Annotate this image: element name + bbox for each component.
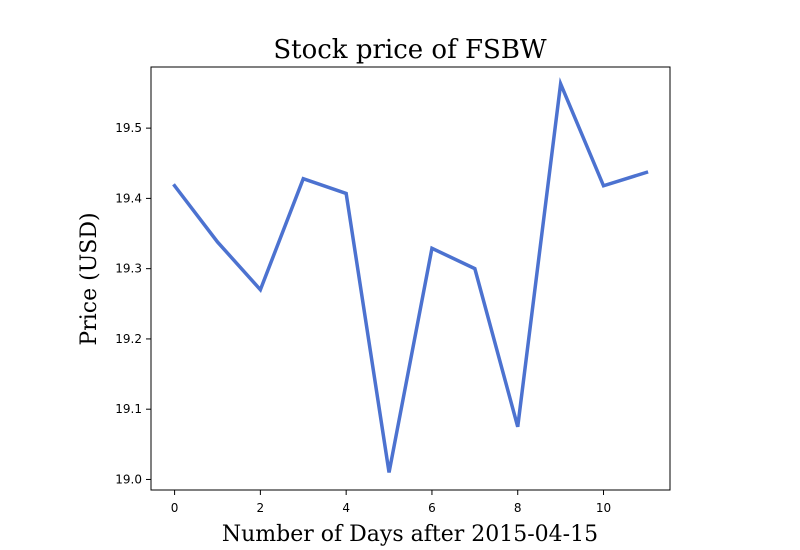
y-tick-label: 19.3 [115, 262, 142, 276]
y-tick-label: 19.5 [115, 121, 142, 135]
x-tick-label: 4 [342, 501, 350, 515]
y-axis-ticks: 19.0 19.1 19.2 19.3 19.4 19.5 [115, 121, 151, 486]
x-axis-label: Number of Days after 2015-04-15 [222, 522, 598, 547]
series-layer [172, 77, 649, 473]
price-series-line [172, 77, 649, 473]
x-tick-label: 10 [596, 501, 611, 515]
x-tick-label: 2 [257, 501, 265, 515]
plot-area-frame [150, 66, 671, 491]
chart-title: Stock price of FSBW [273, 35, 547, 65]
y-tick-label: 19.2 [115, 332, 142, 346]
x-tick-label: 0 [171, 501, 179, 515]
x-tick-label: 6 [428, 501, 436, 515]
y-tick-label: 19.4 [115, 191, 142, 205]
x-tick-label: 8 [514, 501, 522, 515]
y-axis-label: Price (USD) [77, 212, 102, 345]
y-tick-label: 19.0 [115, 472, 142, 486]
x-axis-ticks: 0 2 4 6 8 10 [171, 490, 611, 515]
y-tick-label: 19.1 [115, 402, 142, 416]
